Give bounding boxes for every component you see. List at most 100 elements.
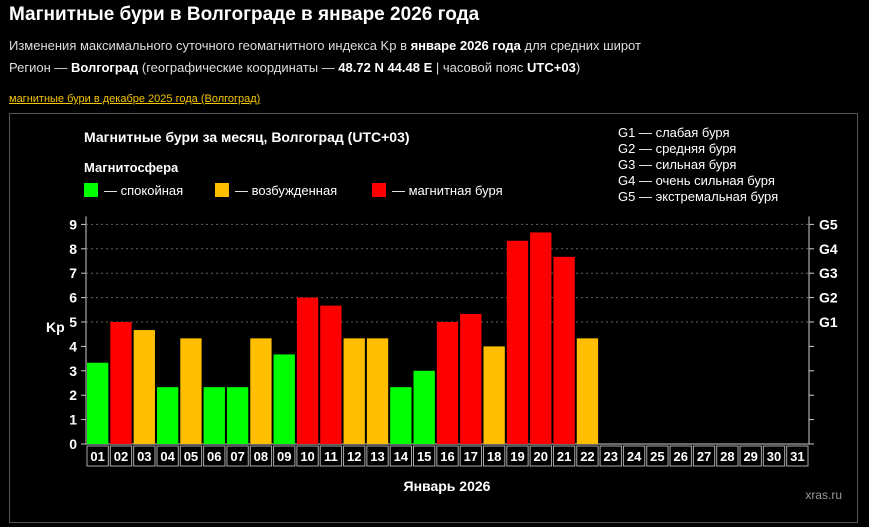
x-tick-label: 19 — [510, 449, 524, 464]
x-tick-label: 08 — [254, 449, 268, 464]
g-tick-label: G2 — [819, 290, 838, 306]
x-cell — [319, 445, 343, 467]
y-axis-ticks: 0 1 2 3 4 5 6 7 8 9 — [69, 216, 86, 452]
x-cell — [389, 445, 413, 467]
y-tick-label: 2 — [69, 387, 77, 403]
x-cell — [436, 445, 459, 467]
g-tick-label: G4 — [819, 241, 838, 257]
y-tick-label: 3 — [69, 363, 77, 379]
x-cell — [786, 445, 809, 467]
kp-bar-day-14 — [390, 387, 412, 444]
x-tick-label: 05 — [184, 449, 198, 464]
x-cell — [576, 445, 599, 467]
kp-bar-day-07 — [226, 387, 249, 444]
kp-bar-day-17 — [460, 313, 482, 444]
region-name: Волгоград — [70, 60, 139, 75]
x-tick-label: 12 — [347, 449, 361, 464]
legend-label-storm: — магнитная буря — [392, 183, 503, 198]
kp-bar-day-10 — [296, 297, 319, 444]
x-cell — [459, 445, 482, 467]
x-tick-label: 28 — [720, 449, 734, 464]
x-cell — [413, 445, 436, 467]
coords-label: (географические координаты — — [138, 60, 339, 75]
x-cell — [622, 445, 646, 467]
kp-bar-day-21 — [553, 256, 575, 444]
kp-bar-day-08 — [250, 338, 272, 444]
x-cell — [366, 445, 389, 467]
x-tick-label: 25 — [650, 449, 664, 464]
x-cell — [739, 445, 762, 467]
x-tick-label: 21 — [557, 449, 571, 464]
x-tick-label: 13 — [370, 449, 384, 464]
g-legend-item: G4 — очень сильная буря — [618, 173, 775, 188]
kp-bar-day-09 — [273, 354, 295, 444]
y-tick-label: 1 — [69, 412, 77, 428]
x-tick-label: 17 — [464, 449, 478, 464]
region-line: Регион — Волгоград (географические коорд… — [9, 60, 580, 75]
x-cell — [716, 445, 739, 467]
grid — [85, 216, 810, 445]
kp-bar-day-11 — [320, 305, 342, 444]
x-tick-label: 15 — [417, 449, 431, 464]
x-cell — [529, 445, 552, 467]
g-tick-label: G1 — [819, 314, 838, 330]
x-axis-cells: 01 02 03 04 05 06 07 08 09 10 11 12 13 14 15 16 17 18 19 20… — [86, 445, 809, 467]
x-tick-label: 29 — [743, 449, 757, 464]
x-cell — [692, 445, 716, 467]
legend-label-active: — возбужденная — [235, 183, 337, 198]
x-cell — [109, 445, 133, 467]
timezone-value: UTC+03 — [527, 60, 576, 75]
g-legend-item: G1 — слабая буря — [618, 125, 730, 140]
x-tick-label: 18 — [487, 449, 501, 464]
bars — [87, 232, 599, 444]
y-axis-label: Kp — [46, 319, 65, 335]
x-cell — [343, 445, 366, 467]
y-tick-label: 4 — [69, 338, 77, 354]
g-axis-ticks: G1 G2 G3 G4 G5 — [809, 216, 838, 445]
watermark: xras.ru — [805, 488, 842, 502]
subtitle-month: январе 2026 года — [410, 38, 521, 53]
x-tick-label: 31 — [790, 449, 804, 464]
region-label: Регион — — [9, 60, 71, 75]
kp-bar-day-12 — [343, 338, 365, 444]
x-axis-label: Январь 2026 — [404, 478, 491, 494]
x-cell — [646, 445, 669, 467]
kp-bar-day-18 — [483, 346, 505, 444]
chart-title: Магнитные бури за месяц, Волгоград (UTC+… — [84, 129, 410, 145]
x-cell — [203, 445, 226, 467]
chart-frame: Магнитные бури за месяц, Волгоград (UTC+… — [9, 113, 858, 523]
previous-month-link[interactable]: магнитные бури в декабре 2025 года (Волг… — [9, 93, 261, 105]
x-tick-label: 11 — [324, 449, 338, 464]
legend-title: Магнитосфера — [84, 160, 179, 175]
kp-bar-day-05 — [180, 338, 202, 444]
x-tick-label: 14 — [394, 449, 409, 464]
x-cell — [762, 445, 786, 467]
x-tick-label: 06 — [207, 449, 221, 464]
x-tick-label: 30 — [767, 449, 781, 464]
x-cell — [133, 445, 156, 467]
x-tick-label: 22 — [580, 449, 594, 464]
g-legend-item: G3 — сильная буря — [618, 157, 736, 172]
y-tick-label: 9 — [69, 216, 77, 232]
y-tick-label: 8 — [69, 241, 77, 257]
y-tick-label: 5 — [69, 314, 77, 330]
legend-label-quiet: — спокойная — [104, 183, 183, 198]
timezone-label: | часовой пояс — [432, 60, 528, 75]
coords-value: 48.72 N 44.48 E — [338, 60, 433, 75]
kp-bar-day-15 — [413, 370, 435, 444]
page-subtitle: Изменения максимального суточного геомаг… — [9, 38, 641, 53]
x-tick-label: 20 — [534, 449, 548, 464]
x-cell — [296, 445, 319, 467]
x-tick-label: 04 — [160, 449, 175, 464]
x-tick-label: 26 — [673, 449, 687, 464]
x-cell — [156, 445, 179, 467]
kp-bar-day-02 — [110, 322, 132, 444]
x-cell — [226, 445, 249, 467]
kp-bar-day-13 — [366, 338, 389, 444]
subtitle-suffix: для средних широт — [520, 38, 641, 53]
x-tick-label: 10 — [300, 449, 314, 464]
g-legend-item: G2 — средняя буря — [618, 141, 736, 156]
x-tick-label: 02 — [114, 449, 128, 464]
x-tick-label: 24 — [627, 449, 642, 464]
x-tick-label: 07 — [230, 449, 244, 464]
